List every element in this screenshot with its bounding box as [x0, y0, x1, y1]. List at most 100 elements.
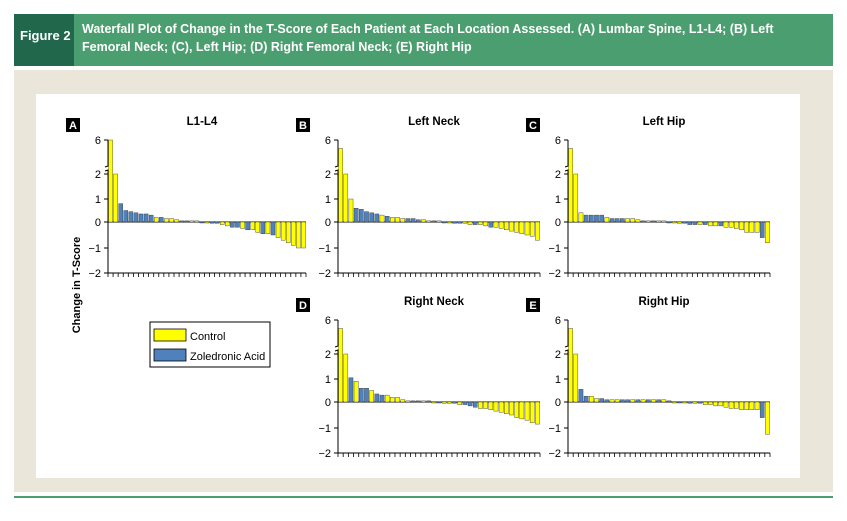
y-tick-label: 6 [325, 135, 331, 147]
bar [467, 221, 473, 225]
bar [759, 221, 765, 238]
bar [164, 218, 169, 223]
bar [692, 221, 698, 225]
bar [754, 401, 760, 411]
bar [677, 221, 682, 224]
bar [452, 221, 457, 224]
bar [728, 401, 734, 409]
bar [108, 139, 113, 223]
bar [379, 394, 385, 403]
bar [718, 221, 724, 227]
bar [214, 221, 220, 224]
bar [343, 173, 349, 223]
bar [708, 221, 713, 227]
bar [174, 219, 179, 223]
y-tick-label: −2 [318, 448, 331, 460]
figure-header: Figure 2 Waterfall Plot of Change in the… [14, 14, 833, 66]
bar [749, 221, 755, 233]
bar [568, 148, 573, 223]
bar [359, 209, 364, 223]
bar [348, 198, 354, 223]
bar [718, 401, 724, 407]
bar [713, 221, 718, 227]
bar [524, 401, 530, 421]
bar [529, 221, 535, 237]
bar [754, 221, 760, 233]
bar [374, 213, 380, 223]
bar [123, 210, 129, 223]
bar [395, 217, 400, 223]
bar [682, 401, 687, 404]
bar [651, 399, 656, 403]
y-tick-label: 1 [325, 194, 331, 206]
bar [744, 401, 749, 411]
legend: Control Zoledronic Acid [149, 321, 271, 368]
bar [467, 401, 473, 407]
legend-swatch [153, 348, 187, 362]
bar [219, 221, 225, 225]
bar [225, 221, 230, 227]
bar [514, 401, 519, 418]
bar [625, 218, 630, 223]
bar [285, 221, 291, 243]
bar [708, 401, 713, 405]
legend-label: Control [190, 331, 225, 343]
bar [713, 401, 718, 407]
bar [343, 353, 349, 403]
panel-c: C Left Hip 6 2 1 0 −1 −2 [526, 116, 771, 280]
bar [739, 401, 744, 411]
bar [133, 212, 139, 223]
bar [687, 221, 693, 225]
y-tick-label: 6 [325, 315, 331, 327]
bar [578, 389, 584, 403]
bar [169, 218, 174, 223]
bar [348, 377, 354, 403]
bar [568, 328, 573, 403]
bar [204, 221, 210, 224]
bar [692, 401, 698, 404]
y-tick-label: 0 [555, 397, 561, 409]
bar [159, 217, 164, 223]
bar [765, 221, 770, 243]
panel-a: A L1-L4 6 2 1 0 −1 −2 [66, 116, 307, 280]
bar [240, 221, 245, 229]
y-tick-label: 2 [95, 169, 101, 181]
bar [194, 220, 200, 223]
bar [250, 221, 255, 231]
bar [400, 218, 406, 223]
bar [390, 397, 395, 403]
bar [452, 401, 457, 404]
bar [364, 211, 369, 223]
bar [514, 221, 519, 233]
bar [739, 221, 744, 231]
bar [353, 381, 359, 403]
bar [199, 221, 205, 224]
bar [645, 220, 651, 223]
bar [338, 328, 343, 403]
bar [301, 221, 306, 249]
panel-letter-box [296, 118, 310, 132]
bar [687, 401, 693, 404]
bar [374, 393, 380, 403]
bar [113, 173, 118, 223]
bar [645, 399, 651, 403]
y-tick-label: 2 [555, 349, 561, 361]
y-tick-label: −1 [318, 423, 331, 435]
bar [594, 398, 599, 403]
bar [656, 399, 661, 403]
bar [656, 220, 661, 223]
bar [441, 221, 447, 224]
bar [682, 221, 687, 224]
bar [359, 388, 364, 403]
bar [291, 221, 296, 246]
bar [734, 401, 739, 409]
bar [504, 221, 509, 231]
panel-b: B Left Neck 6 2 1 0 −1 −2 [296, 116, 541, 280]
bar [723, 401, 729, 408]
bar [488, 401, 494, 411]
bar [426, 220, 431, 223]
panel-title: Right Neck [404, 296, 465, 308]
bar [405, 218, 411, 223]
y-tick-label: 0 [325, 397, 331, 409]
y-tick-label: −1 [88, 243, 101, 255]
